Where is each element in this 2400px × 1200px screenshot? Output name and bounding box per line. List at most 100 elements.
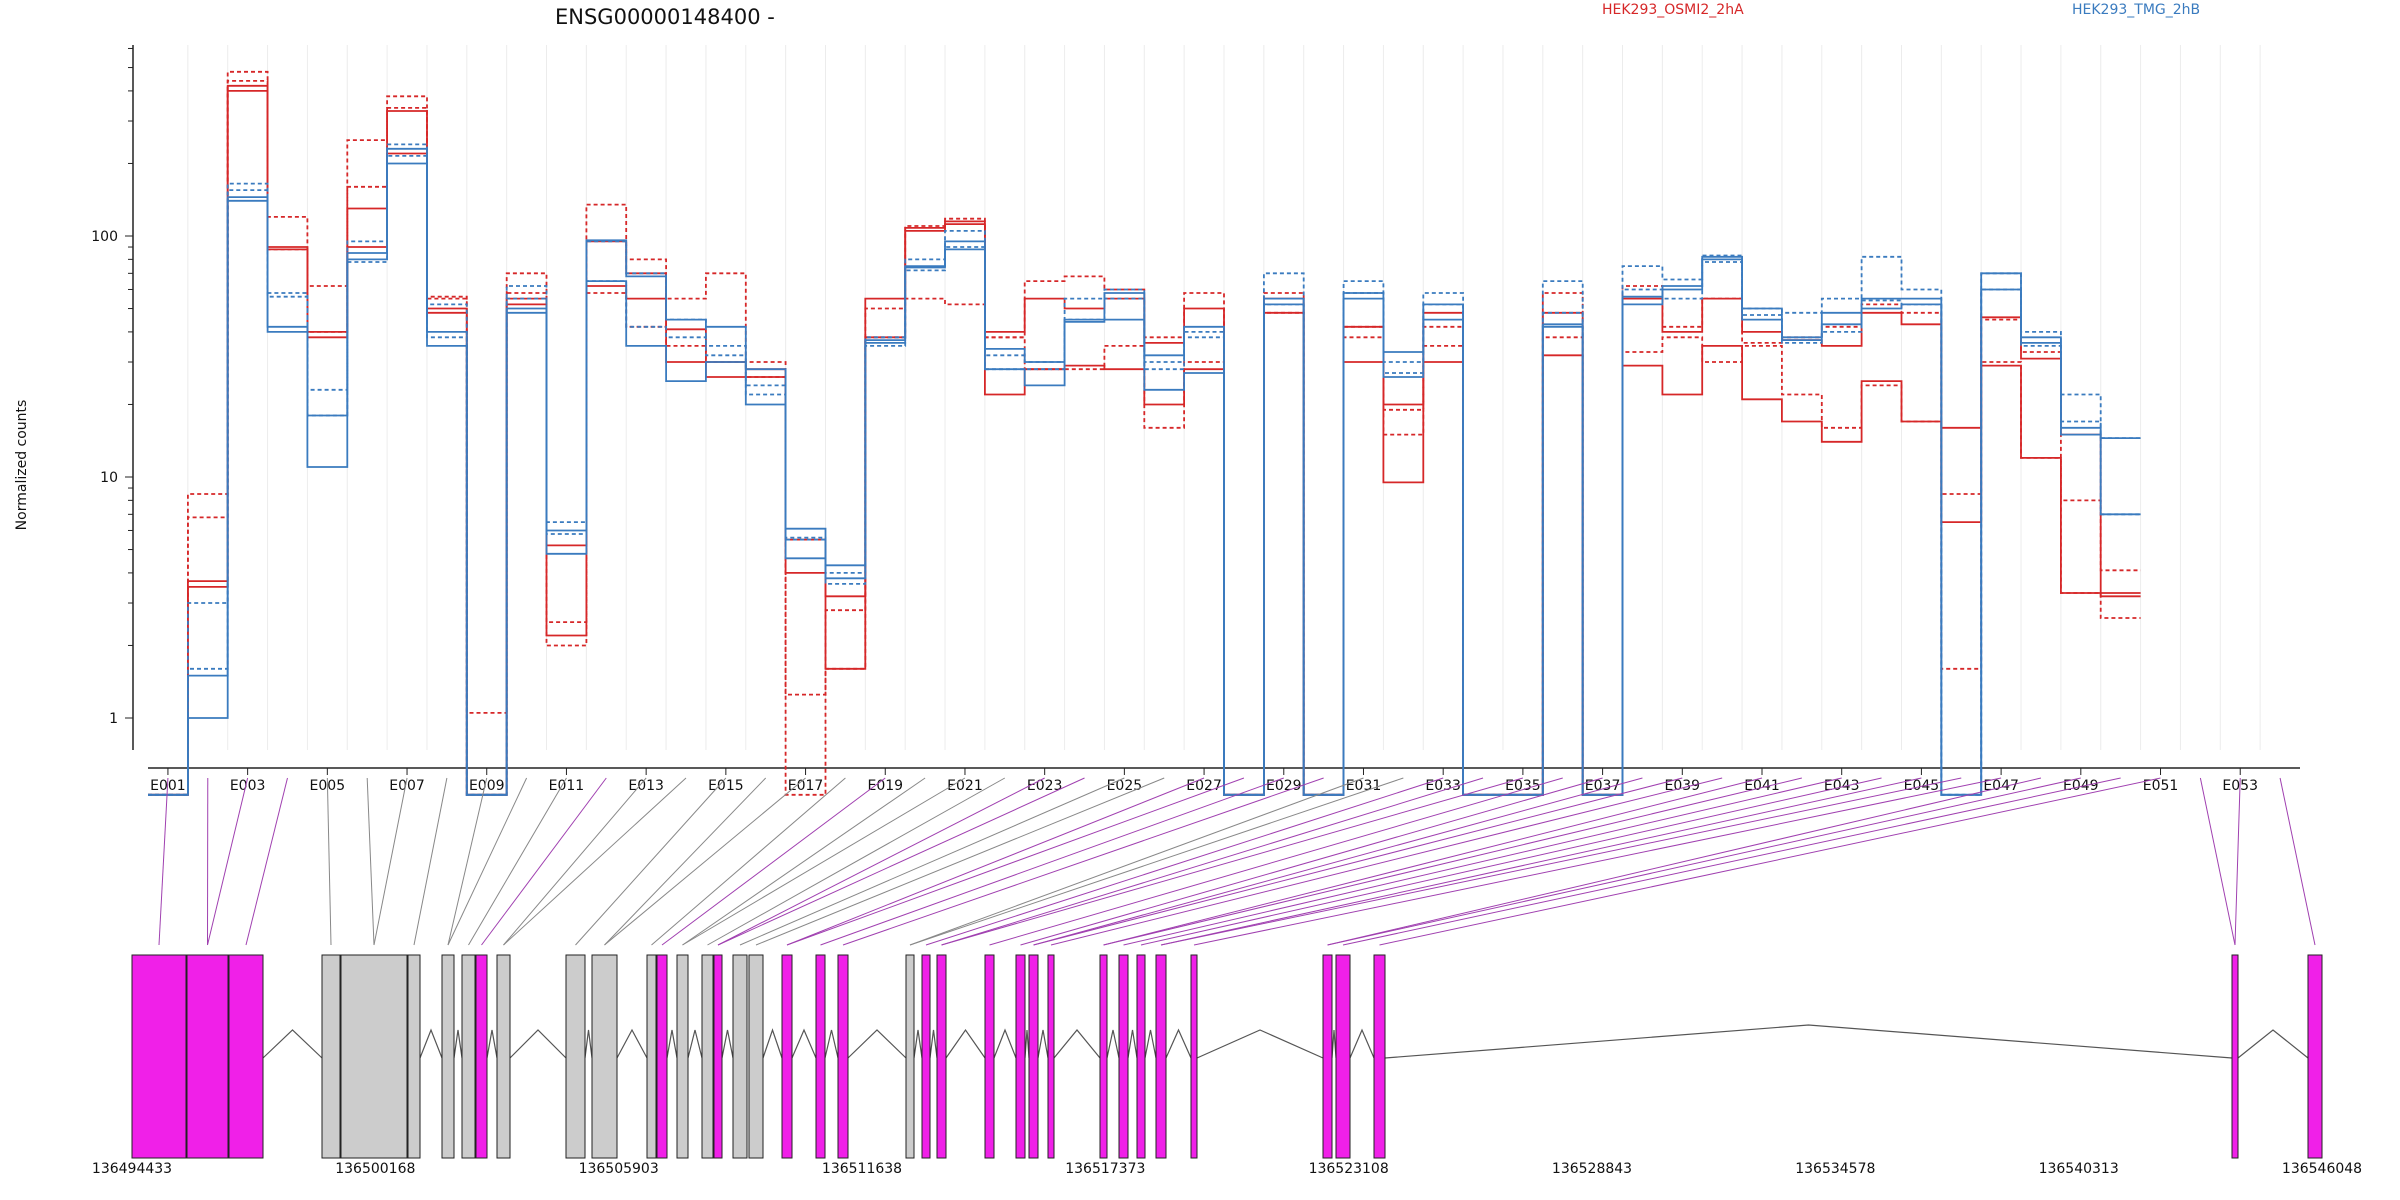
exon-plain <box>646 954 657 1159</box>
y-axis-label: Normalized counts <box>14 400 30 531</box>
exon-connector <box>1327 777 2042 946</box>
legend-tmg: HEK293_TMG_2hB <box>2072 2 2200 18</box>
exon-connector <box>707 777 1006 946</box>
genomic-tick-label: 136546048 <box>2282 1161 2362 1177</box>
exon-highlight <box>1335 954 1351 1159</box>
exon-highlight <box>713 954 723 1159</box>
intron-line <box>1053 1029 1101 1059</box>
exon-highlight <box>1047 954 1055 1159</box>
genomic-tick-label: 136494433 <box>92 1161 172 1177</box>
intron-line <box>419 1028 443 1059</box>
exon-plain <box>732 954 748 1159</box>
x-tick-label: E015 <box>708 778 744 794</box>
y-tick-label: 1 <box>109 711 118 727</box>
chart-title: ENSG00000148400 - <box>555 5 775 29</box>
legend-osmi: HEK293_OSMI2_2hA <box>1602 2 1744 18</box>
intron-line <box>1165 1028 1192 1059</box>
intron-line <box>584 1029 593 1059</box>
exon-plain <box>496 954 511 1159</box>
exon-connector <box>682 777 966 946</box>
exon-connector <box>1160 777 1962 946</box>
intron-line <box>1024 1029 1030 1059</box>
x-tick-label: E047 <box>1983 778 2019 794</box>
x-tick-label: E013 <box>628 778 664 794</box>
exon-connector <box>1050 777 1723 946</box>
exon-highlight <box>936 954 947 1159</box>
exon-connector <box>2199 777 2236 946</box>
exon-plain <box>591 954 618 1159</box>
intron-line <box>791 1028 817 1059</box>
exon-connector <box>604 777 767 946</box>
exon-plain <box>441 954 455 1159</box>
exon-connector <box>820 777 1284 946</box>
series-lines <box>148 70 2141 796</box>
exon-highlight <box>2307 954 2323 1159</box>
exon-plain <box>905 954 915 1159</box>
exon-connector <box>1379 777 2161 946</box>
exon-connector <box>717 777 1085 946</box>
exon-connector <box>447 777 488 946</box>
exon-connector <box>989 777 1563 946</box>
exon-connector <box>575 777 727 946</box>
intron-line <box>687 1029 703 1059</box>
x-tick-label: E003 <box>230 778 266 794</box>
exon-connector <box>717 777 1045 946</box>
x-tick-label: E025 <box>1107 778 1143 794</box>
intron-line <box>1144 1029 1157 1059</box>
intron-line <box>847 1029 907 1059</box>
exon-connector <box>941 777 1484 946</box>
exon-connector <box>604 777 806 946</box>
exon-highlight <box>1118 954 1129 1159</box>
exon-connector <box>503 777 687 946</box>
exon-connector <box>1103 777 1763 946</box>
exon-highlight <box>1155 954 1167 1159</box>
x-tick-label: E017 <box>788 778 824 794</box>
exon-plain <box>340 954 408 1159</box>
intron-line <box>1037 1029 1049 1059</box>
exon-connector <box>1033 777 1643 946</box>
exon-connector <box>366 777 375 946</box>
series-line-tmg-7 <box>148 155 2141 796</box>
exon-connector <box>739 777 1125 946</box>
exon-connector <box>2279 777 2316 946</box>
x-tick-label: E033 <box>1425 778 1461 794</box>
genomic-tick-label: 136540313 <box>2039 1161 2119 1177</box>
exon-connector <box>207 777 249 946</box>
intron-line <box>721 1029 734 1059</box>
exon-connector <box>1342 777 2121 946</box>
exon-highlight <box>815 954 826 1159</box>
x-tick-label: E035 <box>1505 778 1541 794</box>
exon-highlight <box>656 954 668 1159</box>
exon-plain <box>748 954 764 1159</box>
exon-connector <box>503 777 647 946</box>
exon-connector <box>481 777 607 946</box>
exon-connector <box>1193 777 2002 946</box>
exon-plain <box>676 954 689 1159</box>
y-tick-label: 10 <box>100 470 118 486</box>
exon-highlight <box>475 954 488 1159</box>
exon-highlight <box>186 954 229 1159</box>
exon-connector <box>651 777 846 946</box>
exon-highlight <box>921 954 931 1159</box>
exon-highlight <box>1136 954 1146 1159</box>
intron-line <box>993 1028 1017 1059</box>
genomic-tick-label: 136500168 <box>335 1161 415 1177</box>
genomic-tick-label: 136511638 <box>822 1161 902 1177</box>
genomic-tick-label: 136523108 <box>1309 1161 1389 1177</box>
intron-line <box>486 1029 498 1059</box>
intron-line <box>509 1029 567 1059</box>
x-tick-label: E043 <box>1824 778 1860 794</box>
exon-connector <box>682 777 926 946</box>
intron-line <box>1106 1029 1120 1059</box>
intron-line <box>616 1028 648 1059</box>
exon-connector <box>1327 777 2081 946</box>
exon-connector <box>786 777 1245 946</box>
exon-connector <box>1103 777 1802 946</box>
intron-line <box>666 1029 678 1059</box>
exon-highlight <box>1190 954 1198 1159</box>
exon-connector <box>413 777 448 946</box>
exon-connector <box>326 777 332 946</box>
x-tick-label: E031 <box>1346 778 1382 794</box>
